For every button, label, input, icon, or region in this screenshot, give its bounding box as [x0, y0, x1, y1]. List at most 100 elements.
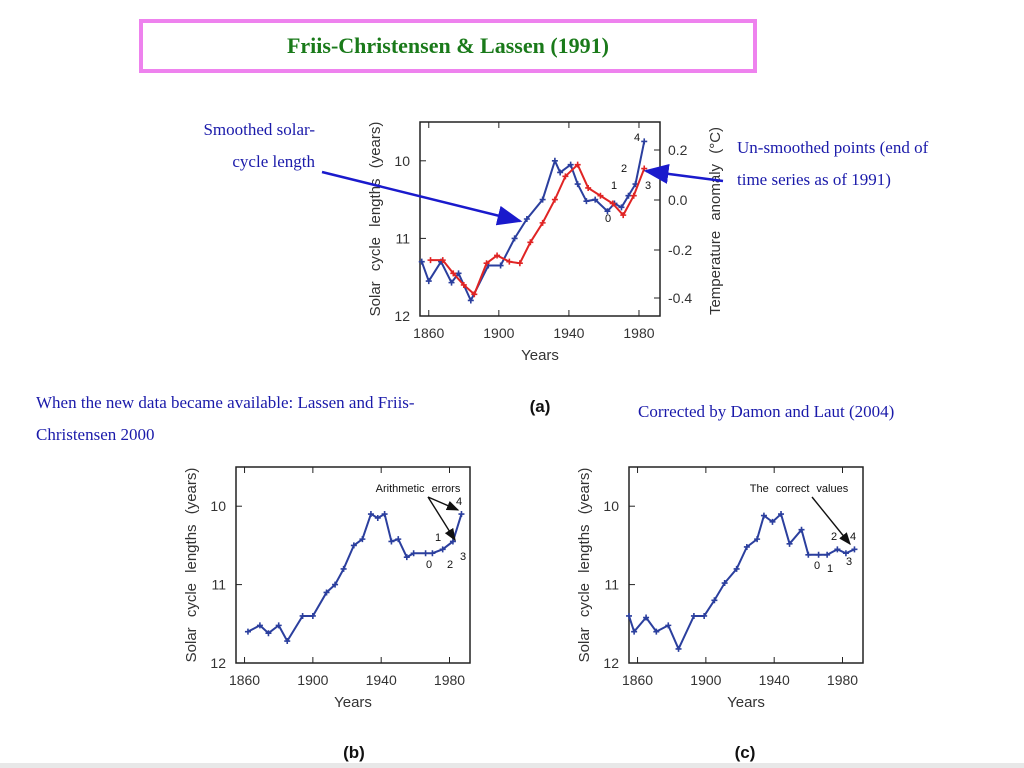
point-label-c: 4 — [850, 531, 856, 543]
data-point — [551, 157, 558, 164]
data-point — [427, 257, 434, 264]
data-point — [805, 551, 812, 558]
note-unsmoothed-line2: time series as of 1991) — [737, 170, 891, 190]
note-new-data-line2: Christensen 2000 — [36, 425, 155, 445]
point-label-a: 0 — [605, 213, 611, 225]
data-point — [733, 565, 740, 572]
data-point — [620, 212, 627, 219]
data-point — [429, 550, 436, 557]
data-point — [574, 161, 581, 168]
point-label-a: 3 — [645, 180, 651, 192]
data-point — [323, 589, 330, 596]
series-line-solar — [247, 512, 463, 644]
point-label-b: 2 — [447, 559, 453, 571]
x-tick-label: 1980 — [827, 672, 858, 688]
data-point — [641, 138, 648, 145]
data-point — [701, 612, 708, 619]
data-point — [618, 204, 625, 211]
x-tick-label: 1860 — [229, 672, 260, 688]
annotation-arrow-upper — [427, 496, 460, 511]
point-label-c: 3 — [846, 556, 852, 568]
annotation-arithmetic-errors: Arithmetic errors — [376, 483, 461, 495]
data-point — [721, 580, 728, 587]
data-point — [467, 297, 474, 304]
data-point — [665, 622, 672, 629]
x-tick-label: 1900 — [690, 672, 721, 688]
data-point — [675, 645, 682, 652]
data-point — [574, 181, 581, 188]
data-point — [403, 554, 410, 561]
data-point — [497, 262, 504, 269]
annotation-correct-values: The correct values — [750, 483, 849, 495]
data-point — [583, 198, 590, 205]
data-point — [562, 173, 569, 180]
data-point — [244, 628, 251, 635]
annotation-arrow — [811, 496, 851, 546]
point-label-a: 2 — [621, 163, 627, 175]
x-tick-label: 1940 — [366, 672, 397, 688]
plot-frame — [628, 466, 864, 664]
data-point — [410, 550, 417, 557]
data-point — [834, 546, 841, 553]
series-line-temperature — [430, 162, 646, 296]
data-point — [609, 200, 616, 207]
note-smoothed-line1: Smoothed solar- — [203, 120, 315, 139]
x-tick-label: 1980 — [623, 325, 654, 341]
y-tick-label: 10 — [394, 153, 410, 169]
note-new-data-line1: When the new data became available: Lass… — [36, 393, 415, 412]
series-line-solar — [628, 512, 855, 652]
x-tick-label: 1860 — [413, 325, 444, 341]
y-right-tick-label: -0.4 — [668, 290, 692, 306]
data-point — [769, 518, 776, 525]
data-point — [350, 542, 357, 549]
data-point — [494, 252, 501, 259]
bottom-bar — [0, 763, 1024, 768]
data-point — [439, 257, 446, 264]
plot-frame — [419, 121, 661, 317]
data-point — [506, 258, 513, 265]
data-point — [842, 550, 849, 557]
data-point — [374, 514, 381, 521]
data-point — [460, 281, 467, 288]
page-title: Friis-Christensen & Lassen (1991) — [286, 33, 610, 58]
y-axis-label: Solar cycle lengths (years) — [576, 468, 593, 663]
note-unsmoothed: Un-smoothed points (end of time series a… — [737, 132, 1017, 197]
data-point — [284, 638, 291, 645]
x-tick-label: 1860 — [622, 672, 653, 688]
data-point — [455, 270, 462, 277]
note-corrected: Corrected by Damon and Laut (2004) — [638, 396, 978, 428]
data-point — [643, 614, 650, 621]
data-point — [597, 192, 604, 199]
y-axis-label: Solar cycle lengths (years) — [367, 122, 384, 317]
x-axis-label: Years — [727, 694, 765, 711]
point-label-b: 3 — [460, 551, 466, 563]
x-tick-label: 1940 — [553, 325, 584, 341]
data-point — [381, 511, 388, 518]
y-right-axis-label: Temperature anomaly (°C) — [707, 127, 724, 315]
data-point — [585, 184, 592, 191]
data-point — [265, 630, 272, 637]
data-point — [483, 260, 490, 267]
note-new-data: When the new data became available: Lass… — [36, 387, 526, 452]
point-label-b: 4 — [456, 496, 462, 508]
data-point — [332, 581, 339, 588]
arrow-smoothed — [321, 170, 523, 226]
annotation-arrow-lower — [427, 496, 456, 542]
data-point — [471, 291, 478, 298]
data-point — [359, 536, 366, 543]
data-point — [422, 550, 429, 557]
data-point — [523, 216, 530, 222]
data-point — [760, 512, 767, 519]
data-point — [626, 612, 632, 619]
point-label-c: 0 — [814, 560, 820, 572]
data-point — [631, 628, 638, 635]
data-point — [516, 260, 523, 267]
data-point — [388, 538, 395, 545]
y-right-tick-label: 0.2 — [668, 142, 688, 158]
note-unsmoothed-line1: Un-smoothed points (end of — [737, 138, 929, 157]
data-point — [275, 622, 282, 629]
